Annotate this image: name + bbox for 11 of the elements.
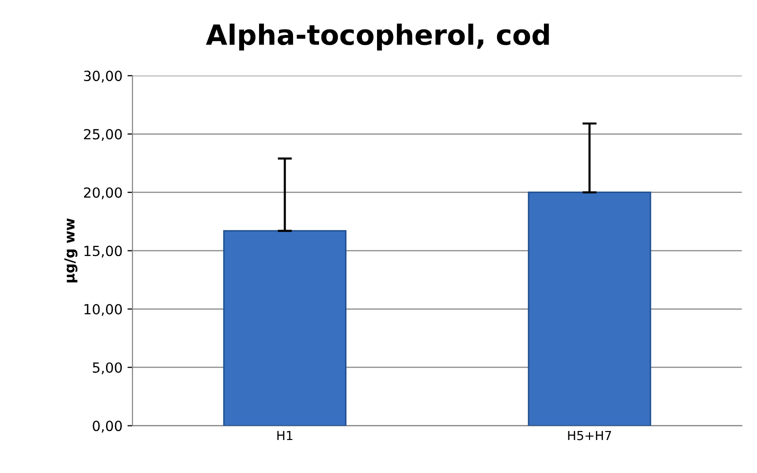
y-tick-label: 0,00: [92, 420, 122, 433]
x-tick-label: H5+H7: [568, 430, 612, 440]
y-tick-label: 10,00: [84, 304, 122, 316]
y-tick-label: 25,00: [84, 128, 122, 141]
y-tick-label: 15,00: [84, 246, 122, 258]
y-axis-title: µg/g ww: [64, 218, 78, 282]
y-tick-label: 30,00: [84, 70, 122, 83]
chart-title: Alpha-tocopherol, cod: [206, 24, 549, 51]
x-tick-label: H1: [277, 430, 292, 440]
y-tick-label: 20,00: [84, 187, 122, 200]
y-tick-label: 5,00: [92, 362, 122, 374]
